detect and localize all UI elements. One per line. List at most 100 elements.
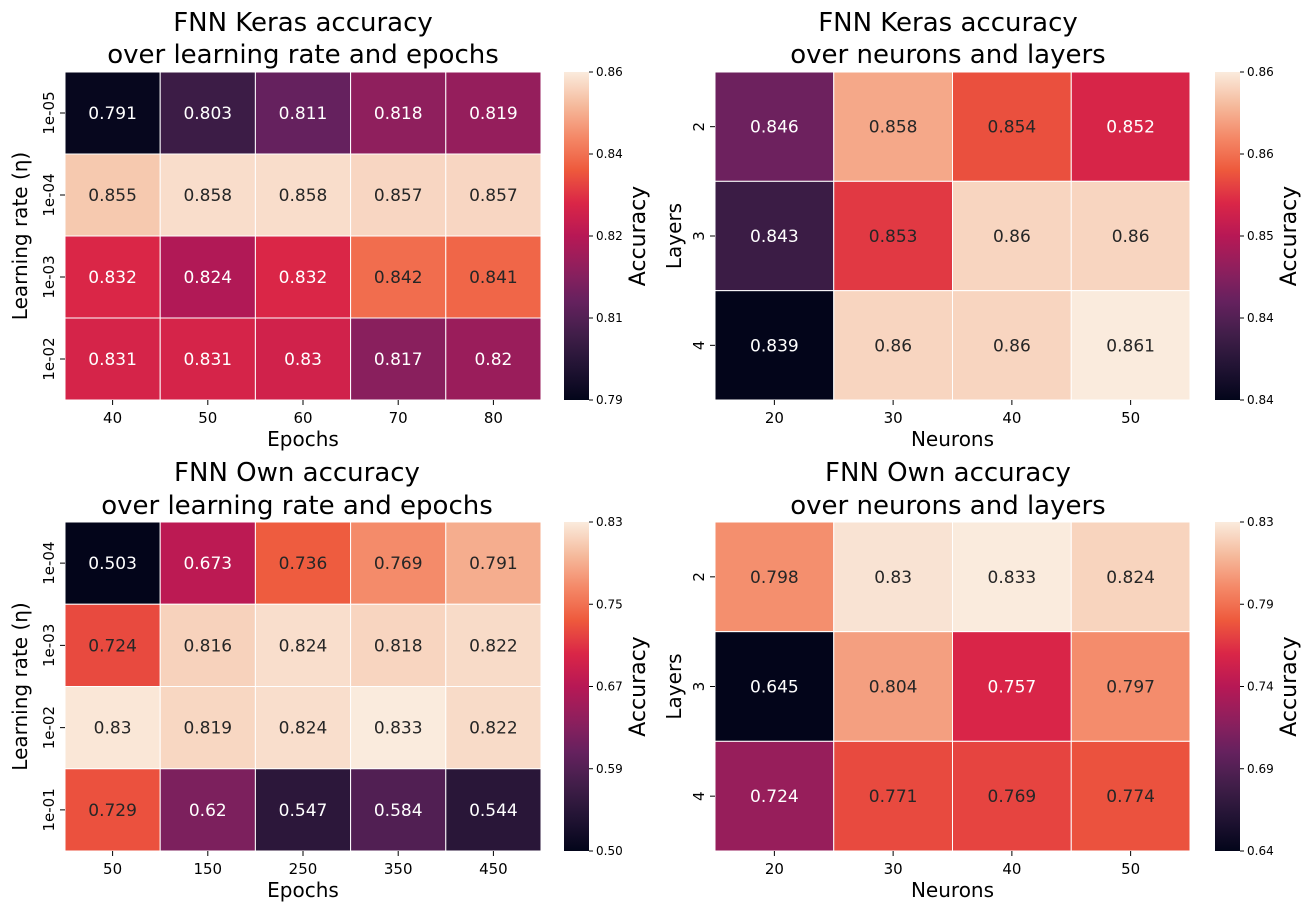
cell-value-label: 0.846 bbox=[750, 118, 799, 138]
x-tick-label: 50 bbox=[1121, 409, 1140, 427]
colorbar-tick-label: 0.50 bbox=[596, 844, 623, 858]
cell-value-label: 0.857 bbox=[469, 186, 518, 206]
x-tick-label: 70 bbox=[389, 409, 408, 427]
chart-title: over learning rate and epochs bbox=[107, 40, 499, 70]
cell-value-label: 0.83 bbox=[94, 719, 132, 739]
cell-value-label: 0.858 bbox=[869, 118, 918, 138]
cell-value-label: 0.547 bbox=[279, 801, 328, 821]
heatmap-cell bbox=[350, 71, 447, 155]
cell-value-label: 0.584 bbox=[374, 801, 423, 821]
heatmap-cell bbox=[350, 317, 447, 401]
heatmap-cell bbox=[159, 317, 256, 401]
heatmap-cell bbox=[254, 153, 352, 237]
cell-value-label: 0.798 bbox=[750, 568, 799, 588]
heatmap-cell bbox=[254, 317, 352, 401]
heatmap-cell bbox=[833, 180, 953, 292]
heatmap-cell bbox=[714, 631, 835, 742]
cell-value-label: 0.858 bbox=[279, 186, 328, 206]
heatmap-cell bbox=[159, 235, 256, 319]
heatmap-cell bbox=[445, 686, 542, 770]
colorbar-tick-label: 0.74 bbox=[1247, 680, 1274, 694]
cell-value-label: 0.832 bbox=[279, 268, 328, 288]
cell-value-label: 0.855 bbox=[88, 186, 137, 206]
colorbar bbox=[1215, 72, 1240, 400]
heatmap-cell bbox=[64, 768, 161, 852]
colorbar-tick-label: 0.67 bbox=[596, 680, 623, 694]
heatmap-cell bbox=[1070, 740, 1191, 852]
y-tick-label: 3 bbox=[690, 682, 708, 692]
heatmap-cell bbox=[445, 153, 542, 237]
cell-value-label: 0.824 bbox=[183, 268, 232, 288]
y-axis-label: Learning rate (η) bbox=[8, 602, 32, 770]
heatmap-cell bbox=[445, 603, 542, 687]
cell-value-label: 0.817 bbox=[374, 350, 423, 370]
x-tick-label: 40 bbox=[1002, 409, 1021, 427]
y-tick-label: 1e-04 bbox=[40, 173, 58, 216]
heatmap-cell bbox=[1070, 180, 1191, 292]
y-axis-label: Layers bbox=[662, 203, 686, 269]
x-tick-label: 50 bbox=[198, 409, 217, 427]
y-axis-label: Layers bbox=[662, 653, 686, 719]
heatmap-cell bbox=[445, 71, 542, 155]
chart-title: over neurons and layers bbox=[790, 491, 1105, 521]
cell-value-label: 0.769 bbox=[374, 554, 423, 574]
heatmap-cell bbox=[159, 686, 256, 770]
colorbar bbox=[1215, 522, 1240, 851]
cell-value-label: 0.544 bbox=[469, 801, 518, 821]
y-tick-label: 1e-01 bbox=[40, 788, 58, 831]
cell-value-label: 0.858 bbox=[183, 186, 232, 206]
cell-value-label: 0.791 bbox=[469, 554, 518, 574]
chart-title: FNN Own accuracy bbox=[174, 458, 420, 488]
colorbar-tick-label: 0.85 bbox=[1247, 229, 1274, 243]
colorbar-tick-label: 0.81 bbox=[596, 311, 623, 325]
chart-title: over learning rate and epochs bbox=[101, 491, 493, 521]
heatmap-cell bbox=[833, 521, 953, 633]
cell-value-label: 0.839 bbox=[750, 336, 799, 356]
heatmap-cell bbox=[254, 235, 352, 319]
cell-value-label: 0.803 bbox=[183, 104, 232, 124]
heatmap-cell bbox=[714, 180, 835, 292]
cell-value-label: 0.804 bbox=[869, 678, 918, 698]
cell-value-label: 0.771 bbox=[869, 787, 918, 807]
cell-value-label: 0.83 bbox=[874, 568, 912, 588]
cell-value-label: 0.832 bbox=[88, 268, 137, 288]
cell-value-label: 0.757 bbox=[988, 678, 1037, 698]
cell-value-label: 0.818 bbox=[374, 636, 423, 656]
x-tick-label: 350 bbox=[384, 860, 413, 878]
cell-value-label: 0.818 bbox=[374, 104, 423, 124]
x-axis-label: Neurons bbox=[911, 878, 994, 902]
heatmap-cell bbox=[833, 631, 953, 742]
x-tick-label: 60 bbox=[293, 409, 312, 427]
heatmap-cell bbox=[833, 740, 953, 852]
x-tick-label: 20 bbox=[765, 860, 784, 878]
y-axis-label: Learning rate (η) bbox=[8, 152, 32, 320]
cell-value-label: 0.86 bbox=[993, 336, 1031, 356]
y-tick-label: 1e-02 bbox=[40, 337, 58, 380]
x-tick-label: 450 bbox=[479, 860, 508, 878]
y-tick-label: 4 bbox=[690, 791, 708, 801]
cell-value-label: 0.82 bbox=[474, 350, 512, 370]
cell-value-label: 0.831 bbox=[183, 350, 232, 370]
x-tick-label: 30 bbox=[884, 860, 903, 878]
chart-title: FNN Keras accuracy bbox=[173, 8, 433, 38]
colorbar-tick-label: 0.79 bbox=[596, 393, 623, 407]
cell-value-label: 0.857 bbox=[374, 186, 423, 206]
cell-value-label: 0.819 bbox=[183, 719, 232, 739]
heatmap-cell bbox=[952, 290, 1072, 401]
heatmap-cell bbox=[64, 686, 161, 770]
cell-value-label: 0.811 bbox=[279, 104, 328, 124]
colorbar-tick-label: 0.86 bbox=[596, 65, 623, 79]
colorbar-tick-label: 0.83 bbox=[596, 515, 623, 529]
colorbar-label: Accuracy bbox=[626, 186, 651, 286]
heatmap-cell bbox=[64, 521, 161, 605]
x-axis-label: Epochs bbox=[267, 878, 339, 902]
heatmap-cell bbox=[159, 521, 256, 605]
colorbar-tick-label: 0.84 bbox=[1247, 311, 1274, 325]
y-tick-label: 1e-03 bbox=[40, 255, 58, 298]
cell-value-label: 0.791 bbox=[88, 104, 137, 124]
heatmap-cell bbox=[833, 290, 953, 401]
cell-value-label: 0.831 bbox=[88, 350, 137, 370]
y-tick-label: 1e-02 bbox=[40, 706, 58, 749]
